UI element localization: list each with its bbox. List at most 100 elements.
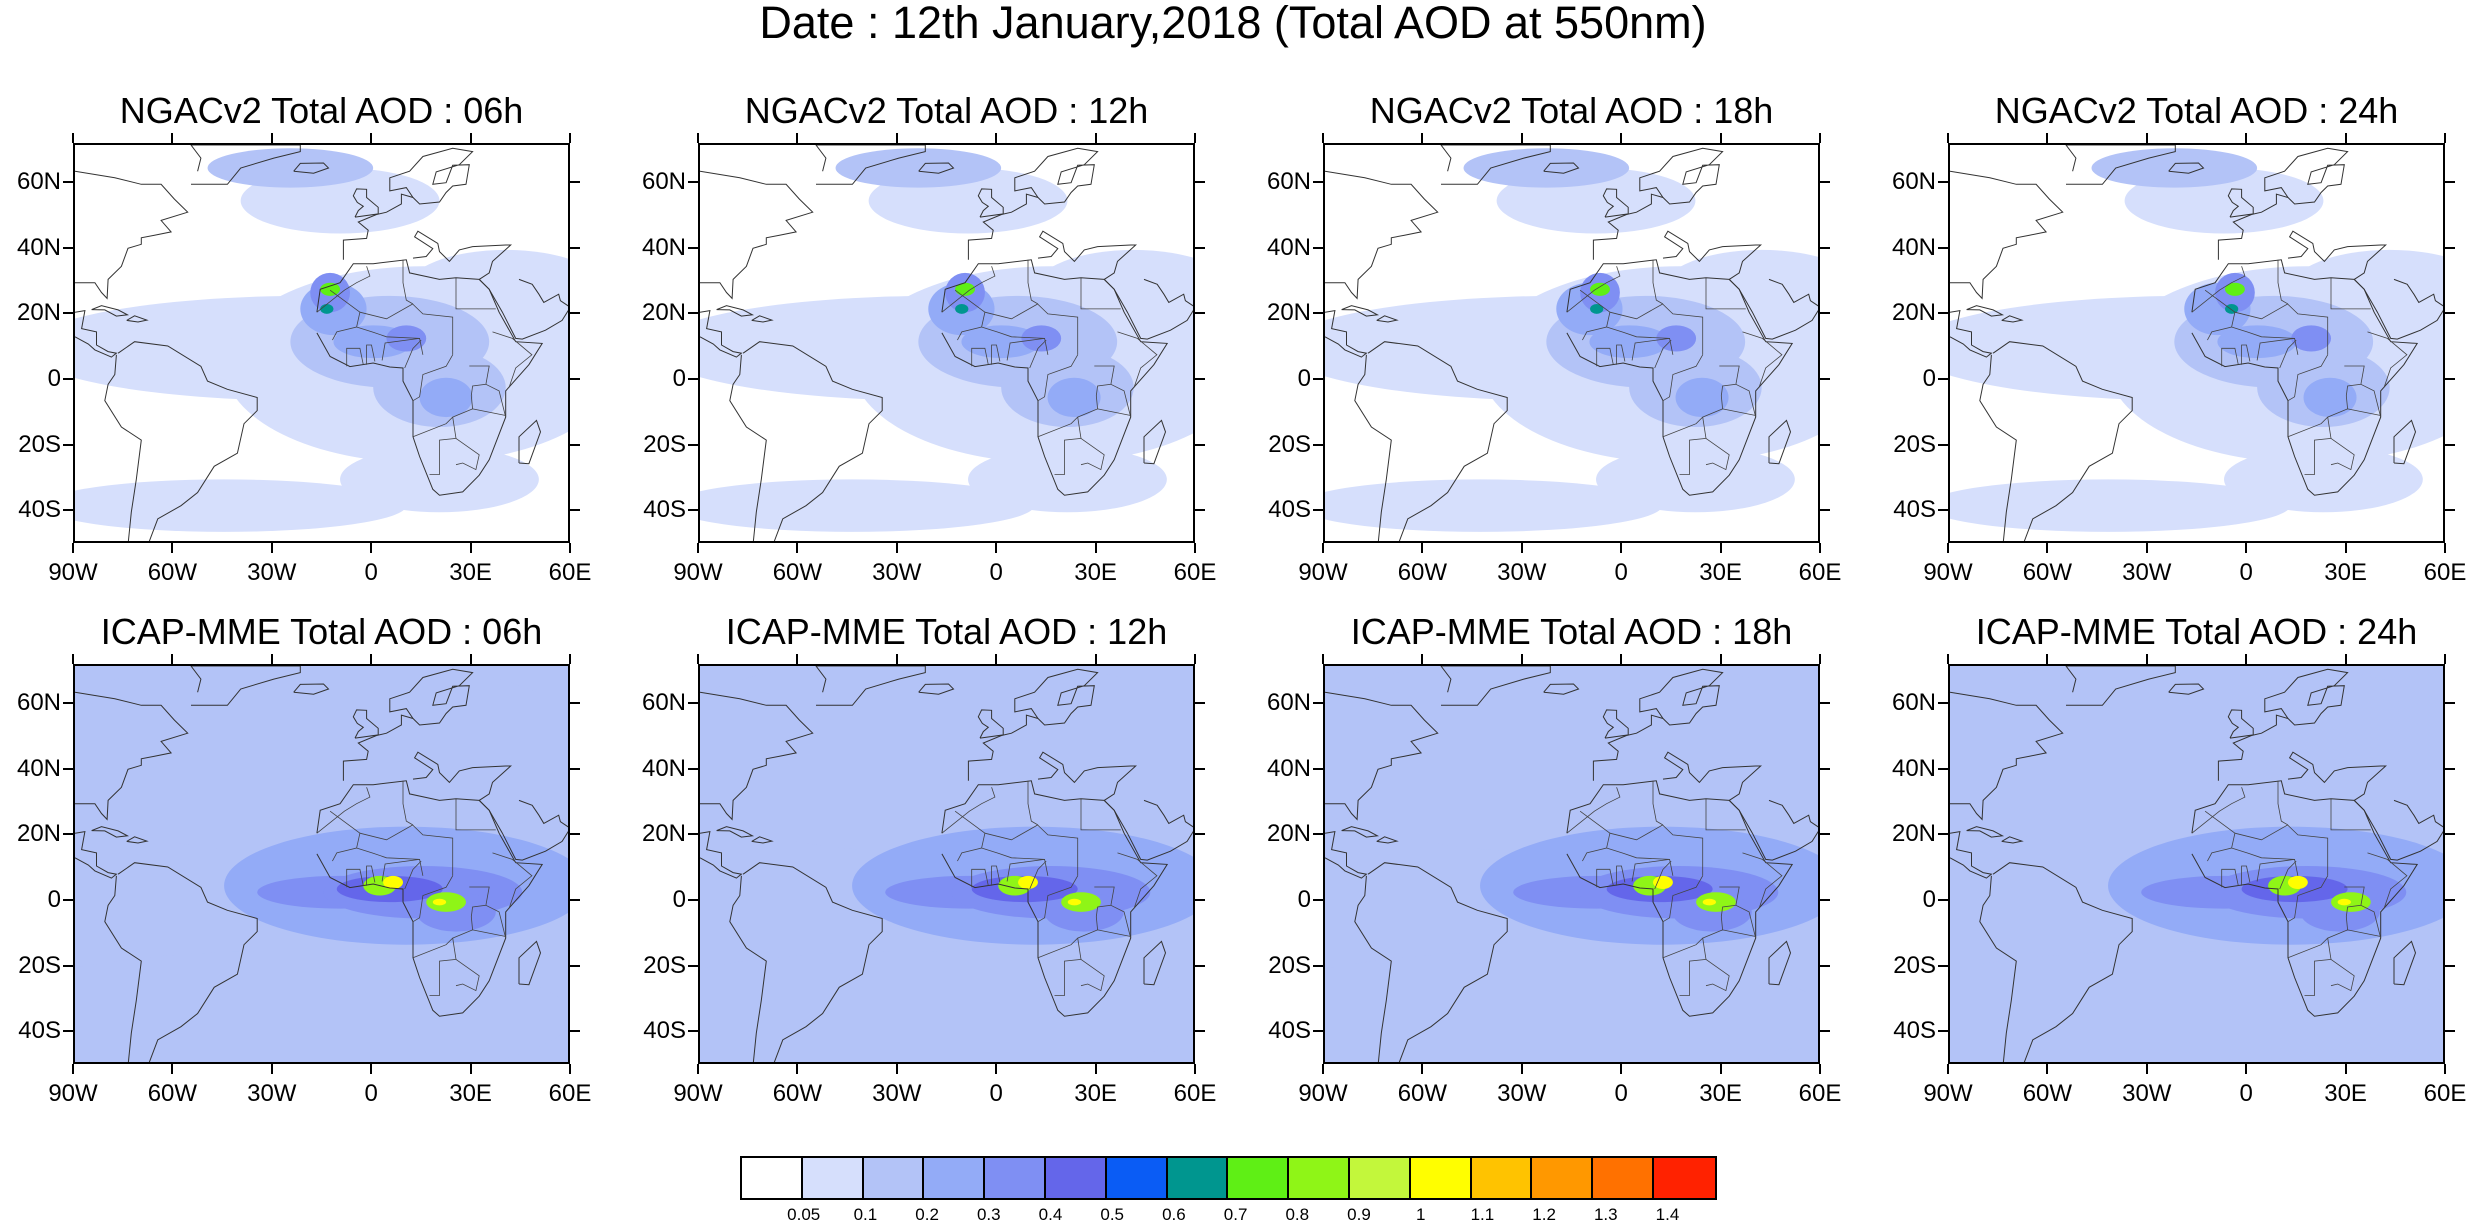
lat-tick-label: 20S [643,951,686,979]
colorbar-label: 0.05 [787,1205,821,1224]
colorbar-label: 0.9 [1347,1205,1371,1224]
coastline [977,188,1004,218]
country-border [984,824,1079,876]
lon-tick [2145,133,2148,143]
lat-tick [63,378,73,381]
lat-tick [2445,181,2455,184]
panel-title: ICAP-MME Total AOD : 12h [725,611,1168,652]
colorbar-box [1532,1158,1594,1198]
country-border [1037,886,1115,959]
lon-tick [1194,543,1196,553]
lon-tick [796,133,799,143]
lon-tick [370,543,373,553]
aod-map [700,145,1193,541]
lat-tick [1195,702,1205,705]
lat-tick [688,312,698,315]
lat-tick [2445,312,2455,315]
lat-tick [1313,899,1323,902]
aod-field-patch [1589,325,1669,359]
lon-tick-label: 30W [2122,559,2172,586]
coastline [2227,188,2254,218]
lat-tick [63,964,73,967]
lat-tick [1195,833,1205,836]
lat-tick [2445,1030,2455,1033]
country-border [1722,408,1756,416]
lat-tick [688,702,698,705]
country-border [381,338,420,361]
colorbar-box [1228,1158,1290,1198]
country-border [1679,938,1707,996]
lat-tick [1313,443,1323,446]
aod-field-patch [432,898,447,906]
coastline [729,341,883,541]
lon-tick-label: 30E [1699,1080,1742,1107]
country-border [412,886,490,959]
lat-tick [63,181,73,184]
lat-tick [570,767,580,770]
lon-tick [1819,654,1821,664]
country-border [2347,408,2381,416]
lon-tick-label: 30W [247,559,297,586]
coastline [1341,826,1380,838]
colorbar-label: 1.3 [1593,1205,1618,1224]
country-border [1606,326,1674,355]
lon-tick-label: 90W [48,1080,98,1107]
aod-field-patch [383,875,404,889]
lat-tick [2445,509,2455,512]
lon-tick-label: 60E [548,559,592,586]
lat-tick-label: 40S [18,1017,61,1045]
lon-tick [995,133,998,143]
lon-tick [1819,543,1821,553]
country-border [991,344,1001,365]
country-border [2191,266,2246,313]
map-panel [73,143,570,543]
country-border [2191,787,2246,834]
coastline [2217,668,2349,781]
coastline [293,683,330,695]
aod-field-patch [2224,446,2423,513]
coastline [1966,826,2005,838]
panel-title: ICAP-MME Total AOD : 24h [1975,611,2418,652]
lat-tick-label: 0 [47,886,61,914]
country-border [1596,347,1614,367]
lat-tick [1313,767,1323,770]
lat-tick-label: 40N [16,233,61,261]
lat-tick [1820,1030,1830,1033]
lon-tick-label: 90W [673,559,723,586]
lat-tick [1938,1030,1948,1033]
map-panel [1323,664,1820,1064]
lat-tick [1820,246,1830,249]
lon-tick-label: 90W [1298,559,1348,586]
country-border [1579,289,1611,341]
lat-tick [1313,833,1323,836]
coastline [518,940,542,986]
lon-tick [1947,654,1949,664]
aod-field-patch [1596,446,1795,513]
lat-tick-label: 40S [1268,1017,1311,1045]
lon-tick [2245,654,2248,664]
lon-tick [171,1064,174,1074]
country-border [2347,929,2381,937]
coastline [967,668,1099,781]
lat-tick-label: 60N [641,168,686,196]
coastline [518,419,542,465]
country-border [2256,338,2295,361]
aod-field-patch [320,282,341,296]
map-panel [73,664,570,1064]
lon-tick [72,1064,74,1074]
lon-tick-label: 0 [364,1080,378,1107]
lon-tick-label: 30E [1699,559,1742,586]
coastline [1376,836,1399,844]
colorbar-label: 0.7 [1223,1205,1248,1224]
lat-tick-label: 40S [643,496,686,524]
country-border [2234,824,2329,876]
country-border [366,344,376,365]
lon-tick [2046,133,2049,143]
lon-tick-label: 30E [2324,559,2367,586]
country-border [2287,365,2365,438]
lat-tick-label: 40N [1266,754,1311,782]
country-border [1054,417,1082,475]
aod-field-patch [419,377,473,418]
aod-map [75,145,568,541]
lon-tick-label: 60W [2022,1080,2073,1107]
